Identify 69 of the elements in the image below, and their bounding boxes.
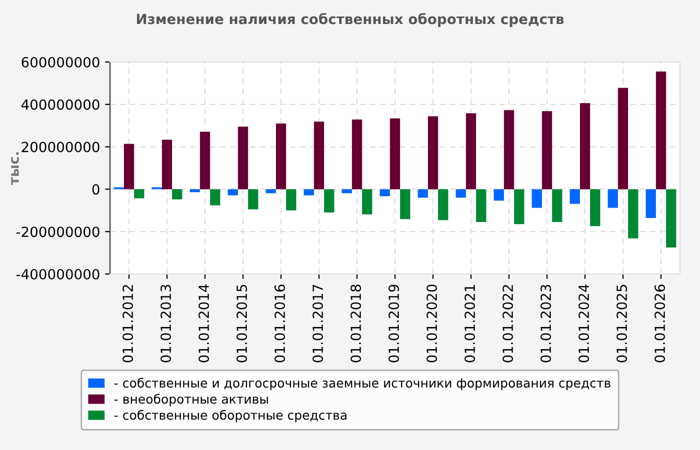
x-tick-label: 01.01.2025 <box>616 284 628 362</box>
x-tick-label: 01.01.2016 <box>274 284 286 362</box>
y-tick-label: -200000000 <box>16 226 100 238</box>
x-tick-label: 01.01.2024 <box>578 284 590 362</box>
bar <box>362 189 372 214</box>
bar <box>618 88 628 190</box>
y-axis-title: тыс. <box>10 152 19 186</box>
bar <box>656 72 666 190</box>
bar <box>162 140 172 190</box>
x-tick-label: 01.01.2013 <box>160 284 172 362</box>
bar <box>352 119 362 190</box>
bar <box>228 189 238 196</box>
bar <box>666 189 676 248</box>
bar <box>400 189 410 220</box>
bar <box>248 189 258 210</box>
x-tick-label: 01.01.2021 <box>464 285 476 362</box>
bar <box>172 189 182 200</box>
y-tick-label: 200000000 <box>22 142 100 152</box>
x-tick-label: 01.01.2023 <box>540 284 552 362</box>
y-tick-label: 600000000 <box>22 56 100 68</box>
bar <box>552 189 562 222</box>
bar <box>628 189 638 238</box>
bar <box>476 189 486 222</box>
bar <box>514 189 524 224</box>
bar <box>580 103 590 190</box>
chart-title: Изменение наличия собственных оборотных средств <box>136 13 564 27</box>
bar <box>276 123 286 190</box>
x-tick-label: 01.01.2015 <box>236 284 248 362</box>
bar <box>590 189 600 226</box>
x-tick-label: 01.01.2014 <box>198 284 210 362</box>
bar <box>200 132 210 190</box>
x-tick-label: 01.01.2017 <box>312 284 324 362</box>
bar <box>428 116 438 190</box>
bar <box>324 189 334 213</box>
bar <box>134 189 144 198</box>
x-tick-label: 01.01.2026 <box>654 284 666 362</box>
bar <box>210 189 220 206</box>
x-tick-label: 01.01.2020 <box>426 284 438 362</box>
bar <box>390 118 400 190</box>
bar <box>438 189 448 220</box>
x-tick-label: 01.01.2022 <box>502 285 514 362</box>
y-tick-label: -400000000 <box>16 268 100 280</box>
bar <box>190 189 200 192</box>
bar <box>608 189 618 208</box>
bar <box>542 111 552 190</box>
bar <box>646 189 656 218</box>
y-tick-label: 400000000 <box>21 99 100 110</box>
bar <box>456 189 466 198</box>
bar <box>466 113 476 190</box>
bar <box>418 189 428 198</box>
bar <box>124 144 134 190</box>
bar <box>504 110 514 190</box>
bar <box>532 189 542 208</box>
bar <box>380 189 390 196</box>
x-tick-label: 01.01.2012 <box>122 285 134 362</box>
bar <box>266 189 276 194</box>
bar <box>238 126 248 190</box>
bar <box>494 189 504 201</box>
bar <box>314 122 324 190</box>
bar <box>570 189 580 204</box>
y-tick-label: 0 <box>92 184 100 195</box>
legend-label: - собственные и долгосрочные заемные источники формирования средств <box>114 378 610 390</box>
bar <box>286 189 296 210</box>
x-tick-label: 01.01.2019 <box>388 284 400 362</box>
legend-label: - внеоборотные активы <box>114 394 268 406</box>
bar <box>342 189 352 194</box>
bar <box>304 189 314 196</box>
legend-label: - собственные оборотные средства <box>114 410 346 422</box>
x-tick-label: 01.01.2018 <box>350 284 362 362</box>
